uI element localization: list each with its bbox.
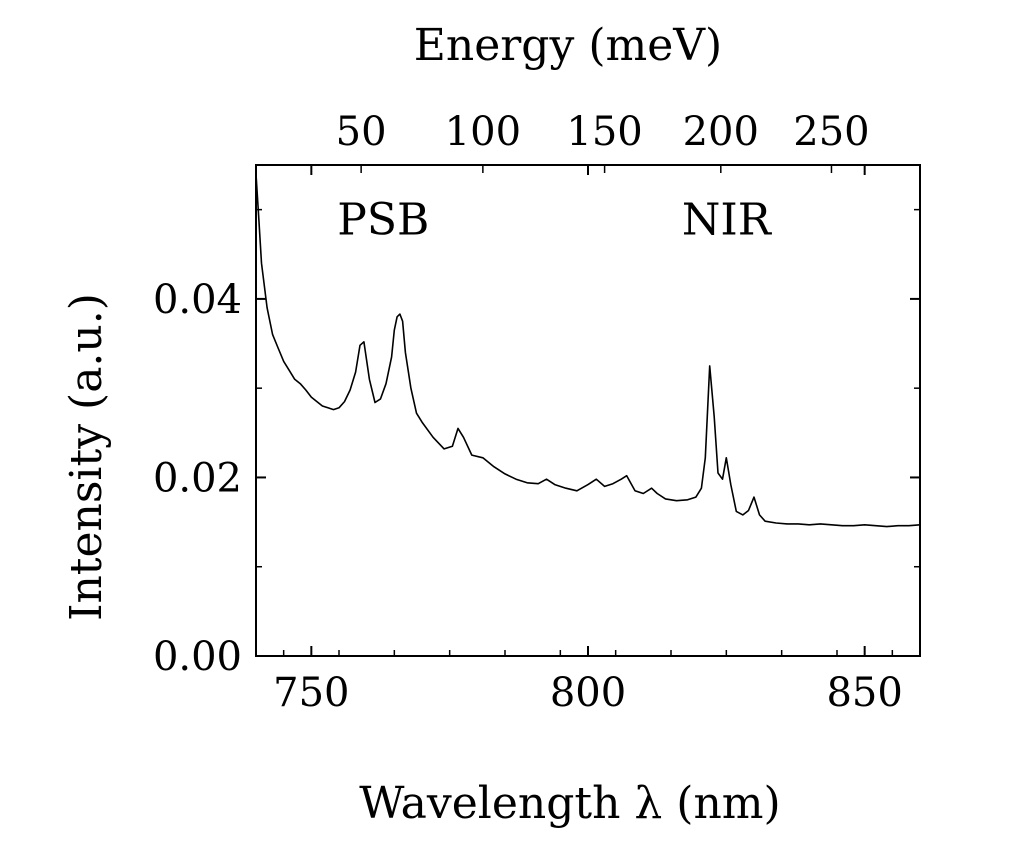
series-layer — [255, 173, 921, 528]
top-tick-label: 250 — [793, 109, 869, 155]
annotations-layer: PSB NIR — [337, 195, 772, 246]
y-axis-title: Intensity (a.u.) — [61, 293, 112, 621]
y-tick-label: 0.04 — [153, 277, 242, 323]
y-tick-label: 0.00 — [153, 634, 242, 680]
top-tick-label: 150 — [566, 109, 642, 155]
top-tick-label: 200 — [683, 109, 759, 155]
axis-tick-labels: 750 800 850 50 100 150 200 250 0.00 0.02 0.04 — [153, 109, 903, 716]
x-tick-label: 800 — [550, 670, 626, 716]
x-tick-label: 850 — [826, 670, 902, 716]
top-tick-label: 100 — [445, 109, 521, 155]
x-tick-label: 750 — [273, 670, 349, 716]
y-tick-label: 0.02 — [153, 455, 242, 501]
peak-annotation: NIR — [682, 195, 773, 246]
top-tick-label: 50 — [336, 109, 387, 155]
x-axis-title: Wavelength λ (nm) — [359, 778, 780, 829]
top-axis-title: Energy (meV) — [414, 20, 722, 71]
peak-annotation: PSB — [337, 195, 429, 246]
spectrum-series-line — [255, 173, 921, 528]
axis-ticks — [256, 165, 920, 657]
